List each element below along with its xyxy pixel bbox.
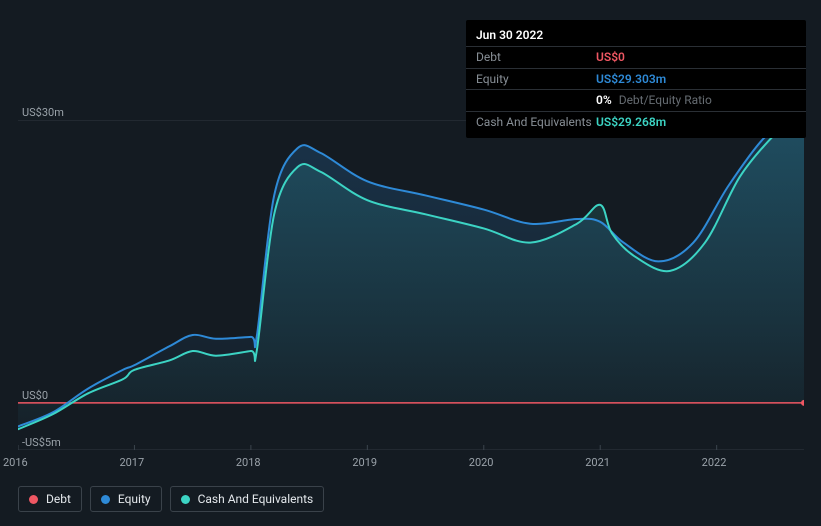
chart-area: [18, 120, 804, 450]
x-axis-label: 2016: [3, 456, 28, 469]
legend-swatch: [181, 495, 190, 504]
x-axis-label: 2019: [352, 456, 377, 469]
legend-label: Equity: [118, 492, 151, 506]
chart-svg: [18, 120, 804, 450]
chart-legend: Debt Equity Cash And Equivalents: [18, 486, 324, 512]
legend-item[interactable]: Debt: [18, 486, 82, 512]
tooltip-subtext: Debt/Equity Ratio: [616, 93, 712, 107]
y-axis-label: US$0: [22, 389, 48, 402]
chart-tooltip: Jun 30 2022 DebtUS$0EquityUS$29.303m0% D…: [466, 20, 806, 138]
x-axis-label: 2017: [119, 456, 144, 469]
tooltip-row: EquityUS$29.303m: [466, 68, 806, 89]
legend-label: Cash And Equivalents: [198, 492, 314, 506]
x-axis-label: 2020: [469, 456, 494, 469]
tooltip-label: [476, 93, 596, 107]
y-axis-label: -US$5m: [22, 436, 61, 449]
tooltip-label: Cash And Equivalents: [476, 115, 596, 129]
x-axis-label: 2021: [585, 456, 610, 469]
tooltip-row: DebtUS$0: [466, 46, 806, 67]
tooltip-value: 0% Debt/Equity Ratio: [596, 93, 712, 107]
tooltip-label: Debt: [476, 50, 596, 64]
legend-item[interactable]: Equity: [90, 486, 162, 512]
y-axis-label: US$30m: [22, 106, 64, 119]
tooltip-row: Cash And EquivalentsUS$29.268m: [466, 111, 806, 132]
legend-swatch: [101, 495, 110, 504]
tooltip-date: Jun 30 2022: [466, 26, 806, 46]
legend-item[interactable]: Cash And Equivalents: [170, 486, 325, 512]
tooltip-value: US$29.303m: [596, 72, 666, 86]
tooltip-value: US$29.268m: [596, 115, 666, 129]
x-axis-label: 2018: [236, 456, 261, 469]
legend-label: Debt: [46, 492, 71, 506]
x-axis-label: 2022: [702, 456, 727, 469]
legend-swatch: [29, 495, 38, 504]
tooltip-label: Equity: [476, 72, 596, 86]
tooltip-row: 0% Debt/Equity Ratio: [466, 89, 806, 110]
tooltip-value: US$0: [596, 50, 625, 64]
